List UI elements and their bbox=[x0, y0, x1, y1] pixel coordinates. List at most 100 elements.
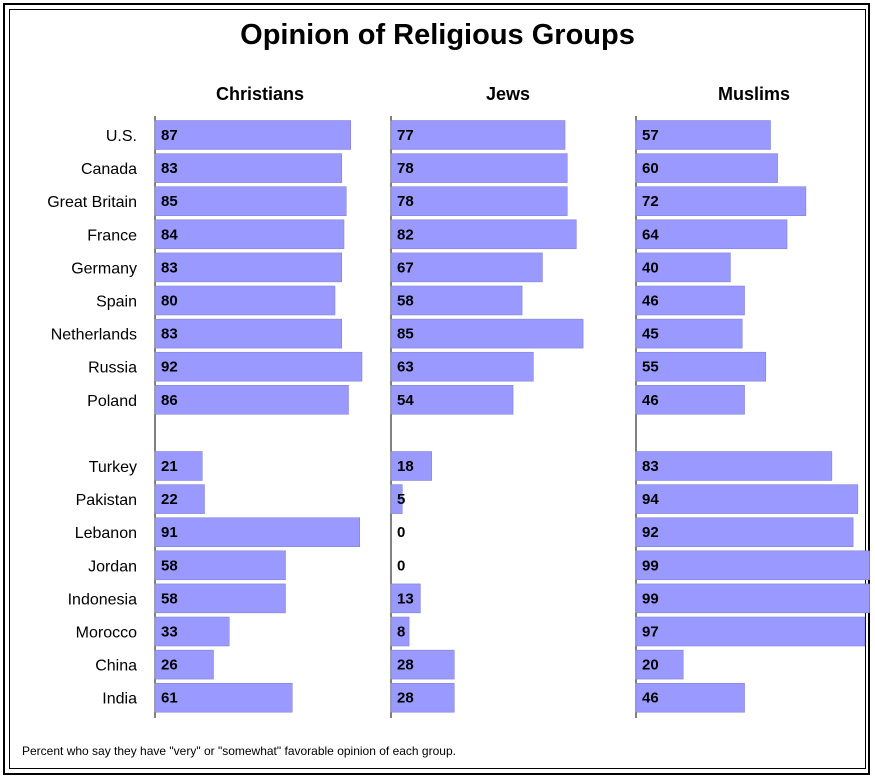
value-label-muslims-9: 83 bbox=[642, 458, 659, 475]
value-label-christians-8: 86 bbox=[161, 392, 178, 409]
category-label-11: Lebanon bbox=[75, 525, 137, 542]
value-label-muslims-3: 64 bbox=[642, 226, 659, 243]
bar-christians-4 bbox=[154, 252, 342, 283]
category-label-10: Pakistan bbox=[76, 492, 137, 509]
bar-muslims-3 bbox=[635, 219, 788, 250]
bar-muslims-10 bbox=[635, 484, 859, 514]
value-label-muslims-11: 92 bbox=[642, 524, 659, 541]
value-label-jews-1: 78 bbox=[397, 160, 414, 177]
value-label-muslims-16: 46 bbox=[642, 690, 659, 707]
series-header-muslims: Muslims bbox=[718, 84, 790, 104]
value-label-jews-3: 82 bbox=[397, 226, 414, 243]
value-label-christians-9: 21 bbox=[161, 458, 178, 475]
bar-christians-15 bbox=[154, 649, 214, 680]
inner-frame bbox=[9, 9, 866, 769]
category-label-5: Spain bbox=[96, 294, 137, 311]
bar-christians-12 bbox=[154, 550, 286, 581]
value-label-muslims-12: 99 bbox=[642, 557, 659, 574]
value-label-christians-13: 58 bbox=[161, 590, 178, 607]
bar-christians-11 bbox=[154, 517, 360, 547]
bar-christians-13 bbox=[154, 583, 286, 614]
bar-jews-14 bbox=[390, 616, 410, 647]
category-label-15: China bbox=[95, 658, 137, 675]
bar-jews-8 bbox=[390, 385, 514, 415]
value-label-christians-15: 26 bbox=[161, 657, 178, 674]
category-label-7: Russia bbox=[88, 360, 137, 377]
value-label-christians-4: 83 bbox=[161, 259, 178, 276]
value-label-jews-12: 0 bbox=[397, 557, 405, 574]
bar-jews-15 bbox=[390, 649, 455, 680]
bar-muslims-9 bbox=[635, 451, 833, 481]
outer-frame bbox=[3, 3, 870, 775]
value-label-muslims-6: 45 bbox=[642, 326, 659, 343]
value-label-jews-15: 28 bbox=[397, 657, 414, 674]
category-label-16: India bbox=[102, 691, 137, 708]
value-label-jews-0: 77 bbox=[397, 127, 414, 144]
value-label-muslims-5: 46 bbox=[642, 293, 659, 310]
bar-muslims-8 bbox=[635, 385, 745, 415]
bar-muslims-16 bbox=[635, 682, 745, 713]
value-label-muslims-13: 99 bbox=[642, 590, 659, 607]
bar-muslims-14 bbox=[635, 616, 866, 647]
bar-jews-16 bbox=[390, 682, 455, 713]
value-label-christians-3: 84 bbox=[161, 226, 178, 243]
bar-jews-9 bbox=[390, 451, 432, 481]
bar-christians-1 bbox=[154, 153, 342, 183]
bar-jews-3 bbox=[390, 219, 577, 250]
category-label-14: Morocco bbox=[76, 625, 137, 642]
bar-christians-2 bbox=[154, 186, 347, 216]
category-label-3: France bbox=[87, 227, 137, 244]
bar-jews-7 bbox=[390, 351, 534, 382]
bar-muslims-5 bbox=[635, 285, 745, 316]
bar-christians-10 bbox=[154, 484, 205, 514]
value-label-muslims-10: 94 bbox=[642, 491, 659, 508]
value-label-christians-11: 91 bbox=[161, 524, 178, 541]
value-label-christians-6: 83 bbox=[161, 326, 178, 343]
value-label-jews-10: 5 bbox=[397, 491, 405, 508]
value-label-jews-8: 54 bbox=[397, 392, 414, 409]
bar-jews-5 bbox=[390, 285, 523, 316]
bar-jews-10 bbox=[390, 484, 403, 514]
bar-muslims-11 bbox=[635, 517, 854, 547]
bar-muslims-1 bbox=[635, 153, 778, 183]
bar-jews-4 bbox=[390, 252, 543, 283]
bar-christians-16 bbox=[154, 682, 293, 713]
category-label-13: Indonesia bbox=[68, 591, 137, 608]
value-label-christians-2: 85 bbox=[161, 193, 178, 210]
bar-christians-7 bbox=[154, 351, 363, 382]
value-label-jews-5: 58 bbox=[397, 293, 414, 310]
bar-muslims-15 bbox=[635, 649, 684, 680]
value-label-christians-14: 33 bbox=[161, 624, 178, 641]
bar-muslims-4 bbox=[635, 252, 731, 283]
bar-christians-9 bbox=[154, 451, 203, 481]
bar-jews-13 bbox=[390, 583, 421, 614]
category-label-9: Turkey bbox=[89, 459, 137, 476]
value-label-jews-13: 13 bbox=[397, 590, 414, 607]
value-label-jews-2: 78 bbox=[397, 193, 414, 210]
chart-title: Opinion of Religious Groups bbox=[240, 19, 635, 51]
value-label-jews-6: 85 bbox=[397, 326, 414, 343]
bar-muslims-2 bbox=[635, 186, 807, 216]
value-label-muslims-0: 57 bbox=[642, 127, 659, 144]
bar-jews-2 bbox=[390, 186, 568, 216]
series-header-christians: Christians bbox=[216, 84, 304, 104]
value-label-muslims-7: 55 bbox=[642, 359, 659, 376]
value-label-muslims-4: 40 bbox=[642, 259, 659, 276]
value-label-jews-16: 28 bbox=[397, 690, 414, 707]
value-label-christians-12: 58 bbox=[161, 557, 178, 574]
category-label-8: Poland bbox=[87, 393, 137, 410]
category-label-2: Great Britain bbox=[47, 194, 137, 211]
value-label-jews-11: 0 bbox=[397, 524, 405, 541]
bar-christians-3 bbox=[154, 219, 345, 250]
value-label-christians-5: 80 bbox=[161, 293, 178, 310]
bar-christians-0 bbox=[154, 120, 351, 150]
value-label-jews-14: 8 bbox=[397, 624, 405, 641]
value-label-christians-7: 92 bbox=[161, 359, 178, 376]
chart-note: Percent who say they have "very" or "som… bbox=[22, 744, 456, 758]
bar-christians-5 bbox=[154, 285, 336, 316]
bar-muslims-0 bbox=[635, 120, 771, 150]
category-label-4: Germany bbox=[71, 260, 137, 277]
value-label-jews-4: 67 bbox=[397, 259, 414, 276]
category-label-6: Netherlands bbox=[51, 327, 137, 344]
bar-muslims-7 bbox=[635, 351, 767, 382]
